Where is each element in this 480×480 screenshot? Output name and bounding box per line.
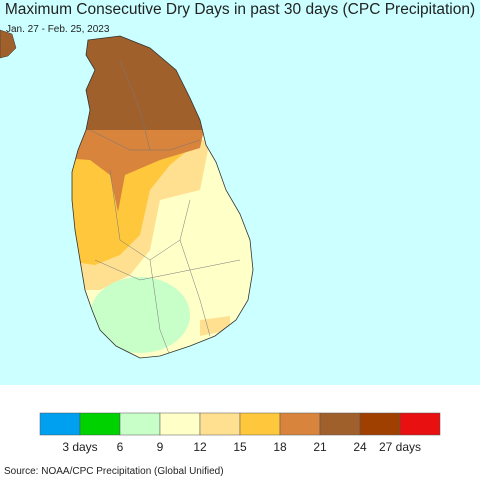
india-coast	[0, 29, 17, 59]
legend-label: 6	[117, 440, 124, 454]
zone-21	[72, 125, 205, 212]
legend-label: 12	[193, 440, 207, 454]
legend-swatch	[119, 412, 161, 436]
legend-swatch	[319, 412, 361, 436]
legend-label: 24	[353, 440, 367, 454]
legend-swatch	[199, 412, 241, 436]
legend-swatch	[359, 412, 401, 436]
legend-swatch	[159, 412, 201, 436]
legend-label: 27 days	[379, 440, 421, 454]
coastline	[71, 35, 254, 359]
legend-label: 3 days	[62, 440, 97, 454]
legend-label: 15	[233, 440, 247, 454]
title: Maximum Consecutive Dry Days in past 30 …	[5, 1, 475, 18]
legend: 3 days 6 9 12 15 18 21 24 27 days	[39, 412, 441, 454]
legend-label: 18	[273, 440, 287, 454]
zone-18	[72, 140, 200, 265]
district-borders	[89, 59, 241, 357]
legend-swatch	[399, 412, 441, 436]
zone-9	[90, 277, 190, 353]
source: Source: NOAA/CPC Precipitation (Global U…	[4, 466, 224, 477]
legend-swatch	[239, 412, 281, 436]
legend-label: 21	[313, 440, 327, 454]
legend-swatch	[39, 412, 81, 436]
island	[72, 36, 253, 358]
subtitle: Jan. 27 - Feb. 25, 2023	[6, 24, 110, 35]
legend-swatch	[279, 412, 321, 436]
legend-label: 9	[157, 440, 164, 454]
legend-swatch	[79, 412, 121, 436]
